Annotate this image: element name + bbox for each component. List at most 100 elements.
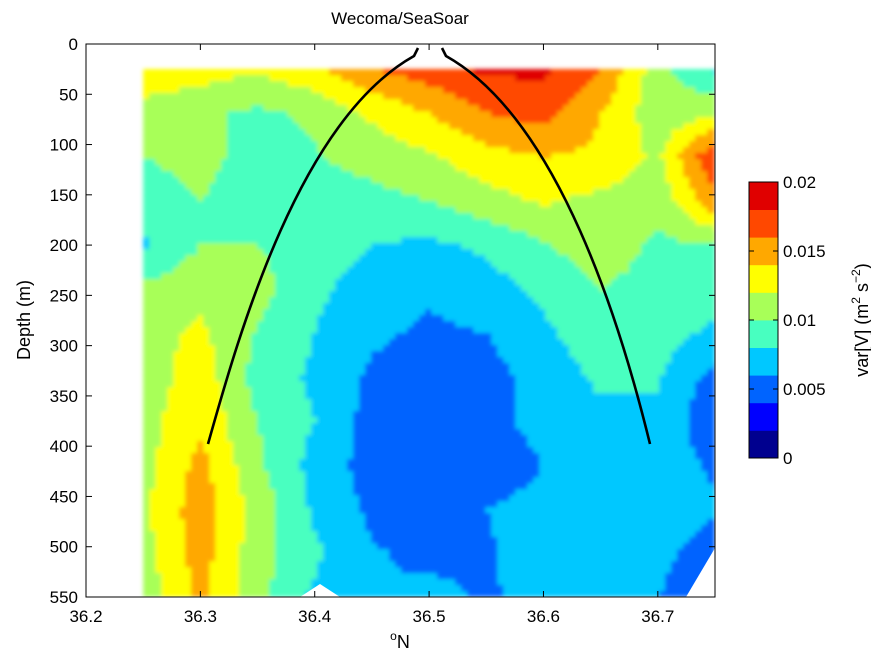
contour-cell [425, 153, 432, 160]
contour-cell [383, 291, 390, 298]
contour-cell [317, 171, 324, 178]
contour-cell [455, 345, 462, 352]
contour-cell [569, 99, 576, 106]
contour-cell [221, 75, 228, 82]
contour-cell [407, 339, 414, 346]
contour-cell [413, 297, 420, 304]
contour-cell [491, 153, 498, 160]
contour-cell [251, 135, 258, 142]
contour-cell [671, 333, 678, 340]
contour-cell [311, 351, 318, 358]
contour-cell [689, 333, 696, 340]
contour-cell [593, 129, 600, 136]
contour-cell [395, 153, 402, 160]
contour-cell [641, 249, 648, 256]
contour-cell [185, 165, 192, 172]
contour-cell [239, 369, 246, 376]
contour-cell [701, 231, 708, 238]
contour-cell [443, 81, 450, 88]
contour-cell [635, 279, 642, 286]
contour-cell [695, 273, 702, 280]
contour-cell [599, 303, 606, 310]
contour-cell [155, 381, 162, 388]
contour-cell [605, 141, 612, 148]
contour-cell [365, 111, 372, 118]
contour-cell [635, 351, 642, 358]
contour-cell [521, 123, 528, 130]
contour-cell [497, 141, 504, 148]
contour-cell [299, 363, 306, 370]
contour-cell [677, 243, 684, 250]
contour-cell [425, 219, 432, 226]
contour-cell [659, 81, 666, 88]
contour-cell [221, 135, 228, 142]
contour-cell [323, 237, 330, 244]
contour-cell [533, 189, 540, 196]
contour-cell [407, 327, 414, 334]
contour-cell [413, 93, 420, 100]
contour-cell [557, 195, 564, 202]
contour-cell [353, 315, 360, 322]
contour-cell [203, 309, 210, 316]
contour-cell [497, 309, 504, 316]
contour-cell [545, 327, 552, 334]
contour-cell [353, 177, 360, 184]
contour-cell [515, 345, 522, 352]
contour-cell [179, 231, 186, 238]
contour-cell [665, 201, 672, 208]
contour-cell [713, 189, 715, 196]
contour-cell [269, 291, 276, 298]
contour-cell [329, 273, 336, 280]
contour-cell [605, 159, 612, 166]
contour-cell [251, 123, 258, 130]
contour-cell [497, 81, 504, 88]
contour-cell [485, 327, 492, 334]
contour-cell [197, 123, 204, 130]
contour-cell [485, 285, 492, 292]
contour-cell [437, 93, 444, 100]
contour-cell [419, 75, 426, 82]
contour-cell [437, 81, 444, 88]
contour-cell [227, 225, 234, 232]
contour-cell [521, 333, 528, 340]
contour-cell [155, 147, 162, 154]
contour-cell [503, 231, 510, 238]
contour-cell [359, 309, 366, 316]
contour-cell [365, 243, 372, 250]
contour-cell [203, 201, 210, 208]
contour-cell [659, 291, 666, 298]
contour-cell [617, 351, 624, 358]
contour-cell [299, 339, 306, 346]
contour-cell [155, 351, 162, 358]
contour-cell [395, 339, 402, 346]
contour-cell [335, 375, 342, 382]
contour-cell [323, 75, 330, 82]
contour-cell [683, 165, 690, 172]
contour-cell [569, 183, 576, 190]
contour-cell [641, 345, 648, 352]
contour-cell [659, 267, 666, 274]
contour-cell [689, 105, 696, 112]
contour-cell [593, 351, 600, 358]
contour-cell [383, 261, 390, 268]
contour-cell [557, 135, 564, 142]
contour-cell [599, 351, 606, 358]
contour-cell [467, 357, 474, 364]
contour-cell [587, 315, 594, 322]
contour-cell [227, 207, 234, 214]
contour-cell [437, 171, 444, 178]
contour-cell [155, 261, 162, 268]
contour-cell [395, 183, 402, 190]
contour-cell [191, 93, 198, 100]
contour-cell [467, 267, 474, 274]
contour-cell [323, 117, 330, 124]
contour-cell [629, 189, 636, 196]
contour-cell [527, 147, 534, 154]
contour-cell [389, 135, 396, 142]
contour-cell [599, 339, 606, 346]
contour-cell [587, 339, 594, 346]
contour-cell [419, 261, 426, 268]
contour-cell [443, 339, 450, 346]
contour-cell [389, 333, 396, 340]
contour-cell [635, 81, 642, 88]
